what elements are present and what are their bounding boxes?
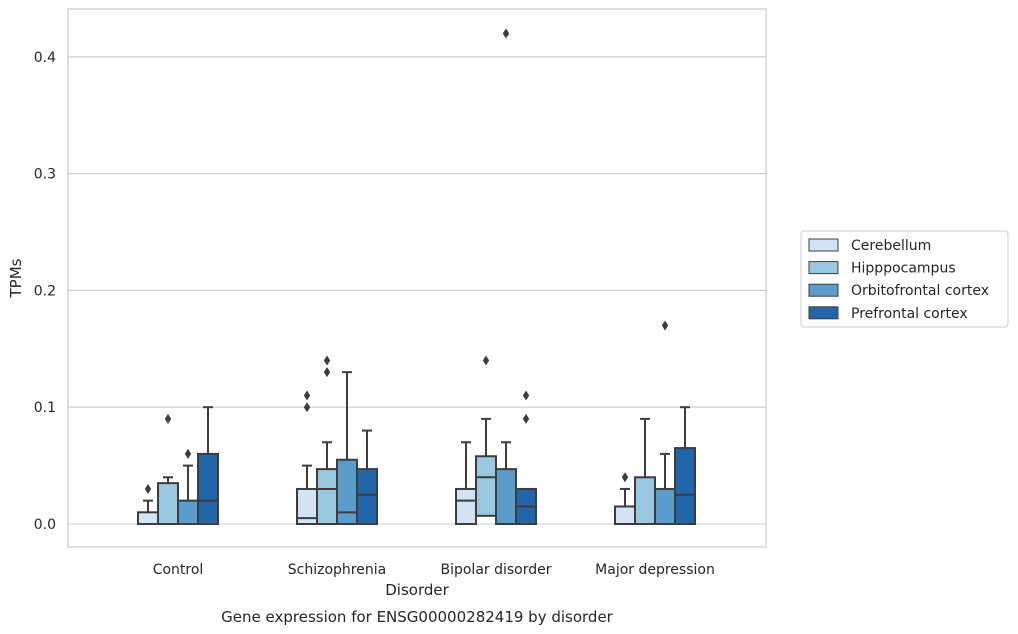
y-tick-label: 0.1 [34,400,56,416]
box-iqr [614,505,636,526]
box-iqr [137,511,159,526]
box-orbitofrontal-cortex-2 [495,28,517,526]
box-prefrontal-cortex-0 [197,406,219,526]
outlier-point [144,483,152,494]
outlier-point [164,413,172,424]
box-orbitofrontal-cortex-3 [654,320,676,525]
outlier-point [502,28,510,39]
outlier-point [661,320,669,331]
y-tick-label: 0.3 [34,167,56,183]
box-cerebellum-0 [137,483,159,526]
legend-swatch [808,238,839,252]
outlier-point [522,413,530,424]
legend-item: Orbitofrontal cortex [808,283,989,299]
y-axis-title: TPMs [7,258,25,298]
box-iqr [336,458,358,526]
box-prefrontal-cortex-2 [515,390,537,525]
y-axis-ticks: 0.0 0.1 0.2 0.3 0.4 [34,50,56,533]
x-tick-label: Major depression [595,562,715,578]
outlier-point [482,355,490,366]
box-iqr [455,487,477,525]
legend-item: Hipppocampus [808,261,956,277]
box-hipppocampus-3 [634,417,656,525]
y-tick-label: 0.2 [34,283,56,299]
box-iqr [316,468,338,526]
plot-frame [67,8,767,548]
legend-swatch [808,306,839,320]
outlier-point [184,448,192,459]
box-cerebellum-3 [614,472,636,526]
x-tick-label: Control [153,562,204,578]
box-iqr [157,482,179,525]
box-prefrontal-cortex-3 [674,406,696,525]
legend: Cerebellum Hipppocampus Orbitofrontal cort… [800,230,1009,328]
outlier-point [303,402,311,413]
box-hipppocampus-0 [157,413,179,525]
box-iqr [177,499,199,526]
legend-label: Prefrontal cortex [851,306,968,322]
box-cerebellum-1 [296,390,318,525]
box-iqr [634,476,656,525]
legend-frame [800,230,1009,328]
x-tick-label: Bipolar disorder [440,562,551,578]
legend-label: Hipppocampus [851,261,956,277]
legend-label: Orbitofrontal cortex [851,283,989,299]
legend-item: Cerebellum [808,238,931,254]
legend-item: Prefrontal cortex [808,306,968,322]
chart-title: Gene expression for ENSG00000282419 by d… [221,608,614,626]
outlier-point [522,390,530,401]
box-hipppocampus-1 [316,355,338,526]
box-orbitofrontal-cortex-1 [336,371,358,526]
box-iqr [495,468,517,526]
box-orbitofrontal-cortex-0 [177,448,199,526]
y-tick-label: 0.0 [34,517,56,533]
box-plot-marks [137,28,696,526]
box-iqr [475,455,497,517]
outlier-point [621,472,629,483]
box-iqr [356,468,378,526]
box-iqr [674,447,696,525]
outlier-point [323,355,331,366]
box-cerebellum-2 [455,441,477,525]
box-prefrontal-cortex-1 [356,429,378,526]
legend-swatch [808,261,839,275]
box-iqr [197,452,219,526]
x-axis-title: Disorder [385,581,449,599]
y-tick-label: 0.4 [34,50,56,66]
outlier-point [323,367,331,378]
legend-swatch [808,283,839,297]
x-axis-ticks: Control Schizophrenia Bipolar disorder Majo… [153,562,715,578]
box-iqr [654,487,676,525]
outlier-point [303,390,311,401]
x-tick-label: Schizophrenia [288,562,386,578]
box-hipppocampus-2 [475,355,497,517]
legend-label: Cerebellum [851,238,931,254]
